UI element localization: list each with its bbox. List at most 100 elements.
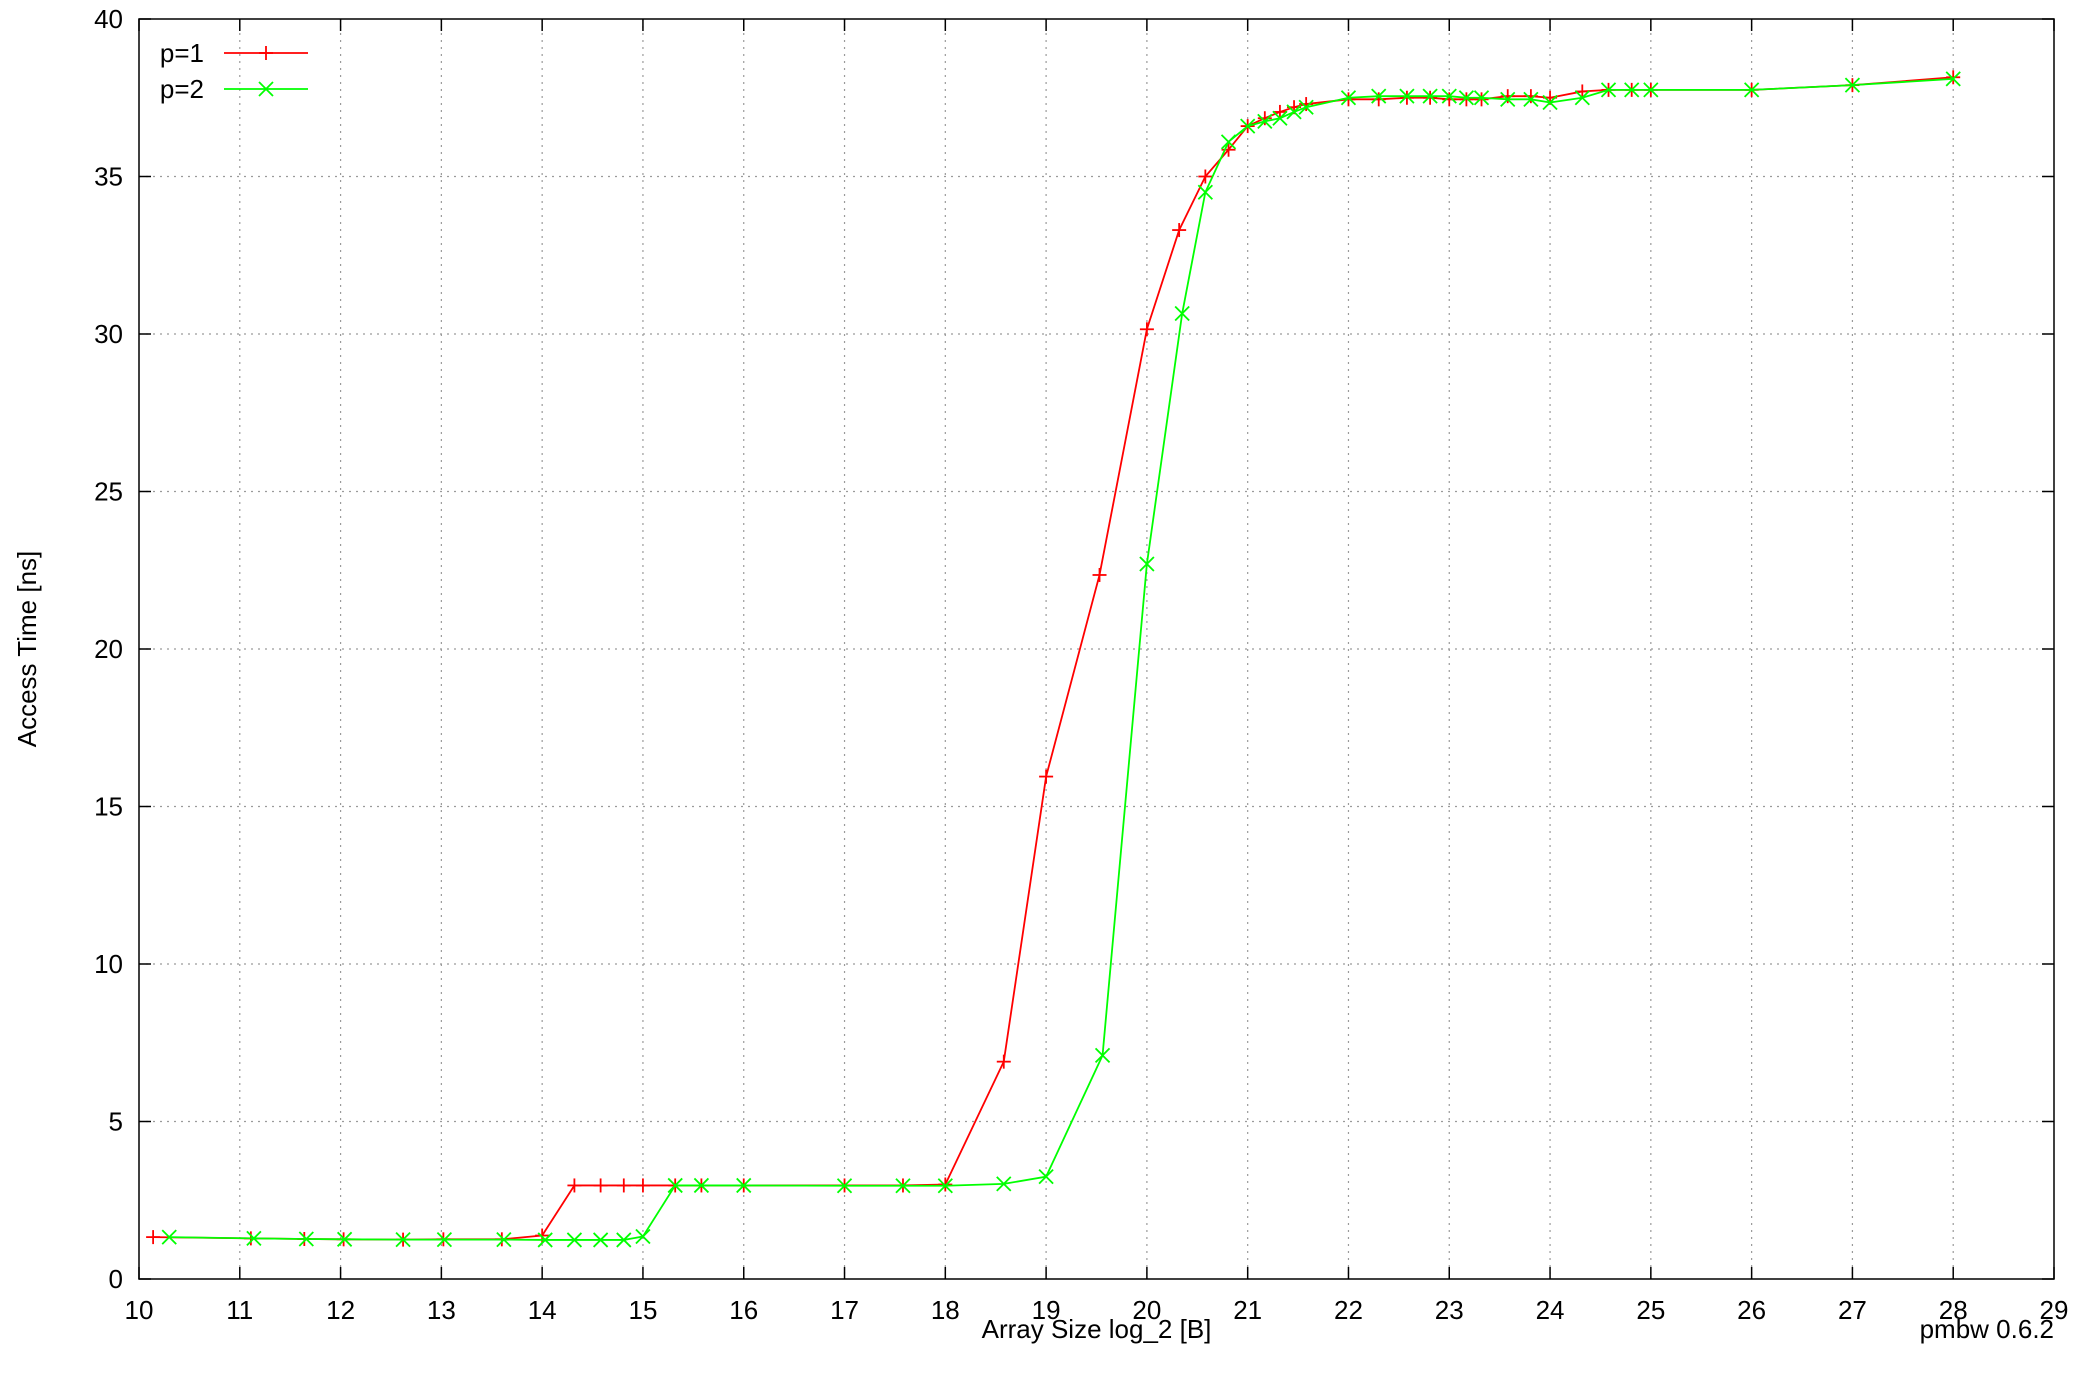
data-point bbox=[336, 1231, 353, 1247]
x-tick-label: 18 bbox=[931, 1295, 960, 1325]
data-point bbox=[537, 1232, 553, 1248]
data-point bbox=[937, 1178, 953, 1194]
data-point bbox=[1371, 88, 1387, 104]
data-point bbox=[1474, 92, 1489, 107]
data-point bbox=[1257, 113, 1273, 130]
data-point bbox=[1039, 769, 1054, 784]
data-point bbox=[1272, 104, 1287, 119]
data-point bbox=[1038, 1168, 1054, 1185]
data-point bbox=[1340, 90, 1357, 106]
data-point bbox=[1459, 92, 1474, 107]
data-point bbox=[1844, 77, 1861, 93]
legend-label: p=2 bbox=[160, 74, 204, 104]
y-tick-label: 0 bbox=[109, 1264, 123, 1294]
x-tick-label: 20 bbox=[1132, 1295, 1161, 1325]
data-point bbox=[836, 1178, 853, 1194]
data-point bbox=[635, 1228, 651, 1245]
footer-version-label: pmbw 0.6.2 bbox=[1920, 1314, 2054, 1344]
data-point bbox=[1624, 82, 1640, 98]
data-point bbox=[1500, 89, 1515, 104]
data-point bbox=[693, 1177, 710, 1194]
data-point bbox=[616, 1232, 632, 1248]
data-point bbox=[395, 1231, 411, 1248]
data-point bbox=[1257, 111, 1272, 126]
data-point bbox=[1172, 223, 1187, 238]
data-point bbox=[1240, 118, 1256, 134]
x-tick-label: 19 bbox=[1032, 1295, 1061, 1325]
data-point bbox=[593, 1178, 608, 1193]
y-tick-label: 5 bbox=[109, 1107, 123, 1137]
y-tick-label: 25 bbox=[94, 477, 123, 507]
data-point bbox=[1139, 556, 1155, 572]
x-tick-label: 14 bbox=[528, 1295, 557, 1325]
data-point bbox=[1399, 88, 1415, 104]
data-point bbox=[1523, 89, 1538, 104]
series-layer bbox=[146, 70, 1961, 1248]
data-point bbox=[1441, 88, 1457, 104]
legend-marker bbox=[258, 81, 274, 97]
x-tick-label: 23 bbox=[1435, 1295, 1464, 1325]
data-point bbox=[1423, 90, 1438, 105]
grid-lines bbox=[139, 19, 2054, 1279]
data-point bbox=[996, 1176, 1012, 1192]
data-point bbox=[298, 1231, 314, 1247]
x-tick-label: 11 bbox=[226, 1295, 253, 1325]
data-point bbox=[1575, 84, 1590, 99]
x-tick-label: 25 bbox=[1636, 1295, 1665, 1325]
data-point bbox=[1600, 82, 1617, 98]
data-point bbox=[895, 1178, 911, 1194]
data-point bbox=[736, 1177, 752, 1194]
data-point bbox=[1092, 567, 1107, 582]
data-point bbox=[1197, 184, 1213, 200]
data-point bbox=[1946, 70, 1961, 85]
x-tick-label: 13 bbox=[427, 1295, 456, 1325]
x-tick-label: 22 bbox=[1334, 1295, 1363, 1325]
data-point bbox=[616, 1178, 631, 1193]
x-tick-label: 29 bbox=[2040, 1295, 2069, 1325]
tick-marks bbox=[138, 18, 2055, 1280]
data-point bbox=[1299, 97, 1314, 112]
data-point bbox=[161, 1229, 177, 1245]
tick-labels: 10 11 12 13 14 15 16 17 18 19 20 21 22 23 24 25 26 27 28 29… bbox=[94, 4, 2068, 1325]
data-point bbox=[1458, 90, 1475, 106]
y-tick-label: 30 bbox=[94, 319, 123, 349]
data-point bbox=[1198, 169, 1213, 184]
x-tick-label: 12 bbox=[326, 1295, 355, 1325]
x-tick-label: 16 bbox=[729, 1295, 758, 1325]
series-p=1 bbox=[146, 70, 1961, 1247]
legend-marker bbox=[259, 46, 273, 60]
x-tick-label: 24 bbox=[1536, 1295, 1565, 1325]
data-point bbox=[1272, 110, 1288, 126]
legend: p=1p=2 bbox=[160, 38, 308, 104]
y-tick-label: 35 bbox=[94, 162, 123, 192]
data-point bbox=[635, 1178, 650, 1193]
data-point bbox=[1174, 305, 1190, 322]
data-point bbox=[1221, 142, 1236, 157]
y-tick-label: 40 bbox=[94, 4, 123, 34]
series-line bbox=[169, 77, 1954, 1241]
series-line bbox=[153, 76, 1954, 1241]
data-point bbox=[1743, 82, 1760, 98]
data-point bbox=[1139, 322, 1154, 337]
data-point bbox=[1442, 92, 1457, 107]
data-point bbox=[436, 1231, 453, 1248]
x-tick-label: 17 bbox=[830, 1295, 859, 1325]
x-tick-label: 26 bbox=[1737, 1295, 1766, 1325]
data-point bbox=[567, 1178, 582, 1193]
y-tick-label: 20 bbox=[94, 634, 123, 664]
data-point bbox=[1220, 134, 1237, 150]
data-point bbox=[146, 1230, 161, 1245]
x-tick-label: 10 bbox=[125, 1295, 154, 1325]
series-p=2 bbox=[161, 71, 1961, 1248]
data-point bbox=[1473, 90, 1490, 106]
data-point bbox=[1094, 1047, 1111, 1063]
x-axis-title: Array Size log_2 [B] bbox=[982, 1314, 1212, 1344]
x-tick-label: 15 bbox=[628, 1295, 657, 1325]
data-point bbox=[1945, 71, 1961, 87]
x-tick-label: 28 bbox=[1939, 1295, 1968, 1325]
data-point bbox=[1298, 99, 1314, 115]
x-tick-label: 27 bbox=[1838, 1295, 1867, 1325]
data-point bbox=[1643, 82, 1659, 98]
data-point bbox=[592, 1232, 609, 1248]
